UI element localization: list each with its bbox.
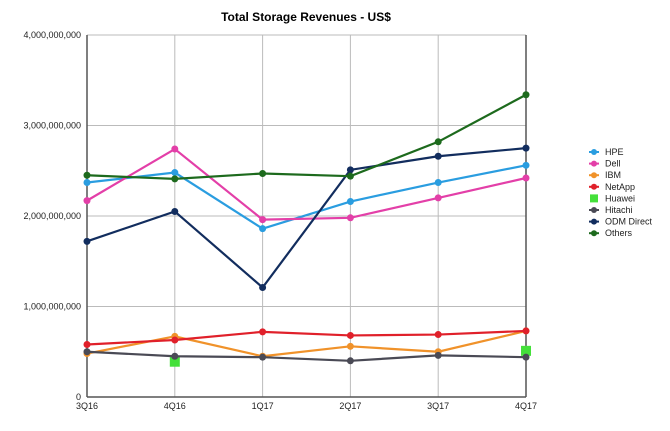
data-point (83, 341, 91, 349)
data-point (259, 225, 267, 233)
y-tick-label: 0 (76, 392, 81, 402)
data-point (259, 353, 267, 361)
data-point (434, 138, 442, 146)
series-group (83, 91, 531, 367)
data-point (434, 351, 442, 359)
data-point (346, 172, 354, 180)
legend-item: HPE (589, 147, 624, 157)
data-point (522, 327, 530, 335)
legend-marker (591, 160, 597, 167)
series-line (86, 147, 527, 221)
data-point (171, 352, 179, 360)
legend-label: IBM (605, 170, 621, 180)
y-tick-label: 2,000,000,000 (23, 211, 81, 221)
data-point (259, 216, 267, 224)
y-tick-label: 1,000,000,000 (23, 302, 81, 312)
series-huawei (169, 345, 531, 367)
data-point (83, 348, 91, 356)
data-point (434, 194, 442, 202)
series-odm-direct (83, 144, 530, 291)
data-point (83, 237, 91, 245)
data-point (171, 207, 179, 215)
legend-marker (591, 230, 597, 237)
legend-item: Hitachi (589, 205, 633, 215)
legend-item: ODM Direct (589, 217, 652, 227)
legend-marker (591, 207, 597, 213)
y-axis-ticks: 0 1,000,000,000 2,000,000,000 3,000,000,000… (23, 30, 81, 402)
legend-label: Huawei (605, 193, 635, 203)
legend-label: NetApp (605, 182, 635, 192)
legend-label: Hitachi (605, 205, 633, 215)
legend-marker (591, 172, 597, 179)
data-point (171, 336, 179, 344)
series-line (86, 329, 527, 346)
series-others (83, 91, 530, 183)
data-point (346, 331, 354, 339)
y-tick-label: 3,000,000,000 (23, 121, 81, 131)
legend-item: Huawei (590, 193, 635, 203)
data-point (522, 353, 530, 361)
data-point (522, 174, 530, 182)
x-tick-label: 4Q16 (164, 401, 186, 411)
legend-item: NetApp (589, 182, 635, 192)
legend-label: Others (605, 228, 633, 238)
legend-marker (591, 218, 597, 225)
series-hpe (83, 161, 530, 233)
data-point (346, 198, 354, 206)
series-line (86, 350, 527, 362)
legend-marker (590, 194, 598, 203)
data-point (434, 152, 442, 160)
data-point (83, 171, 91, 179)
series-line (86, 147, 527, 290)
x-tick-label: 2Q17 (339, 401, 361, 411)
data-point (83, 197, 91, 205)
legend-item: Others (589, 228, 633, 238)
series-line (86, 329, 527, 358)
data-point (522, 161, 530, 169)
legend-label: ODM Direct (605, 217, 652, 227)
series-netapp (83, 327, 530, 349)
data-point (259, 328, 267, 336)
x-axis-ticks: 3Q16 4Q16 1Q17 2Q17 3Q17 4Q17 (76, 401, 537, 411)
legend-marker (591, 149, 597, 155)
legend-marker (591, 183, 597, 190)
data-point (346, 342, 354, 350)
data-point (522, 144, 530, 152)
data-point (346, 166, 354, 174)
series-line (86, 93, 527, 180)
x-tick-label: 4Q17 (515, 401, 537, 411)
series-line (86, 164, 527, 230)
data-point (434, 179, 442, 187)
data-point (171, 175, 179, 183)
series-hitachi (83, 348, 530, 365)
y-tick-label: 4,000,000,000 (23, 30, 81, 40)
legend-label: Dell (605, 159, 621, 169)
data-point (259, 169, 267, 177)
data-point (522, 91, 530, 99)
data-point (434, 331, 442, 339)
x-tick-label: 3Q17 (427, 401, 449, 411)
legend-item: IBM (589, 170, 621, 180)
data-point (171, 145, 179, 153)
data-point (171, 169, 179, 177)
chart-title: Total Storage Revenues - US$ (221, 10, 391, 24)
data-point (346, 214, 354, 222)
data-point (521, 345, 531, 356)
data-point (169, 356, 180, 367)
legend-item: Dell (589, 159, 621, 169)
data-point (83, 179, 91, 187)
data-point (346, 357, 354, 365)
legend-label: HPE (605, 147, 624, 157)
series-dell (83, 145, 530, 224)
x-tick-label: 1Q17 (252, 401, 274, 411)
x-tick-label: 3Q16 (76, 401, 98, 411)
data-point (259, 283, 267, 291)
